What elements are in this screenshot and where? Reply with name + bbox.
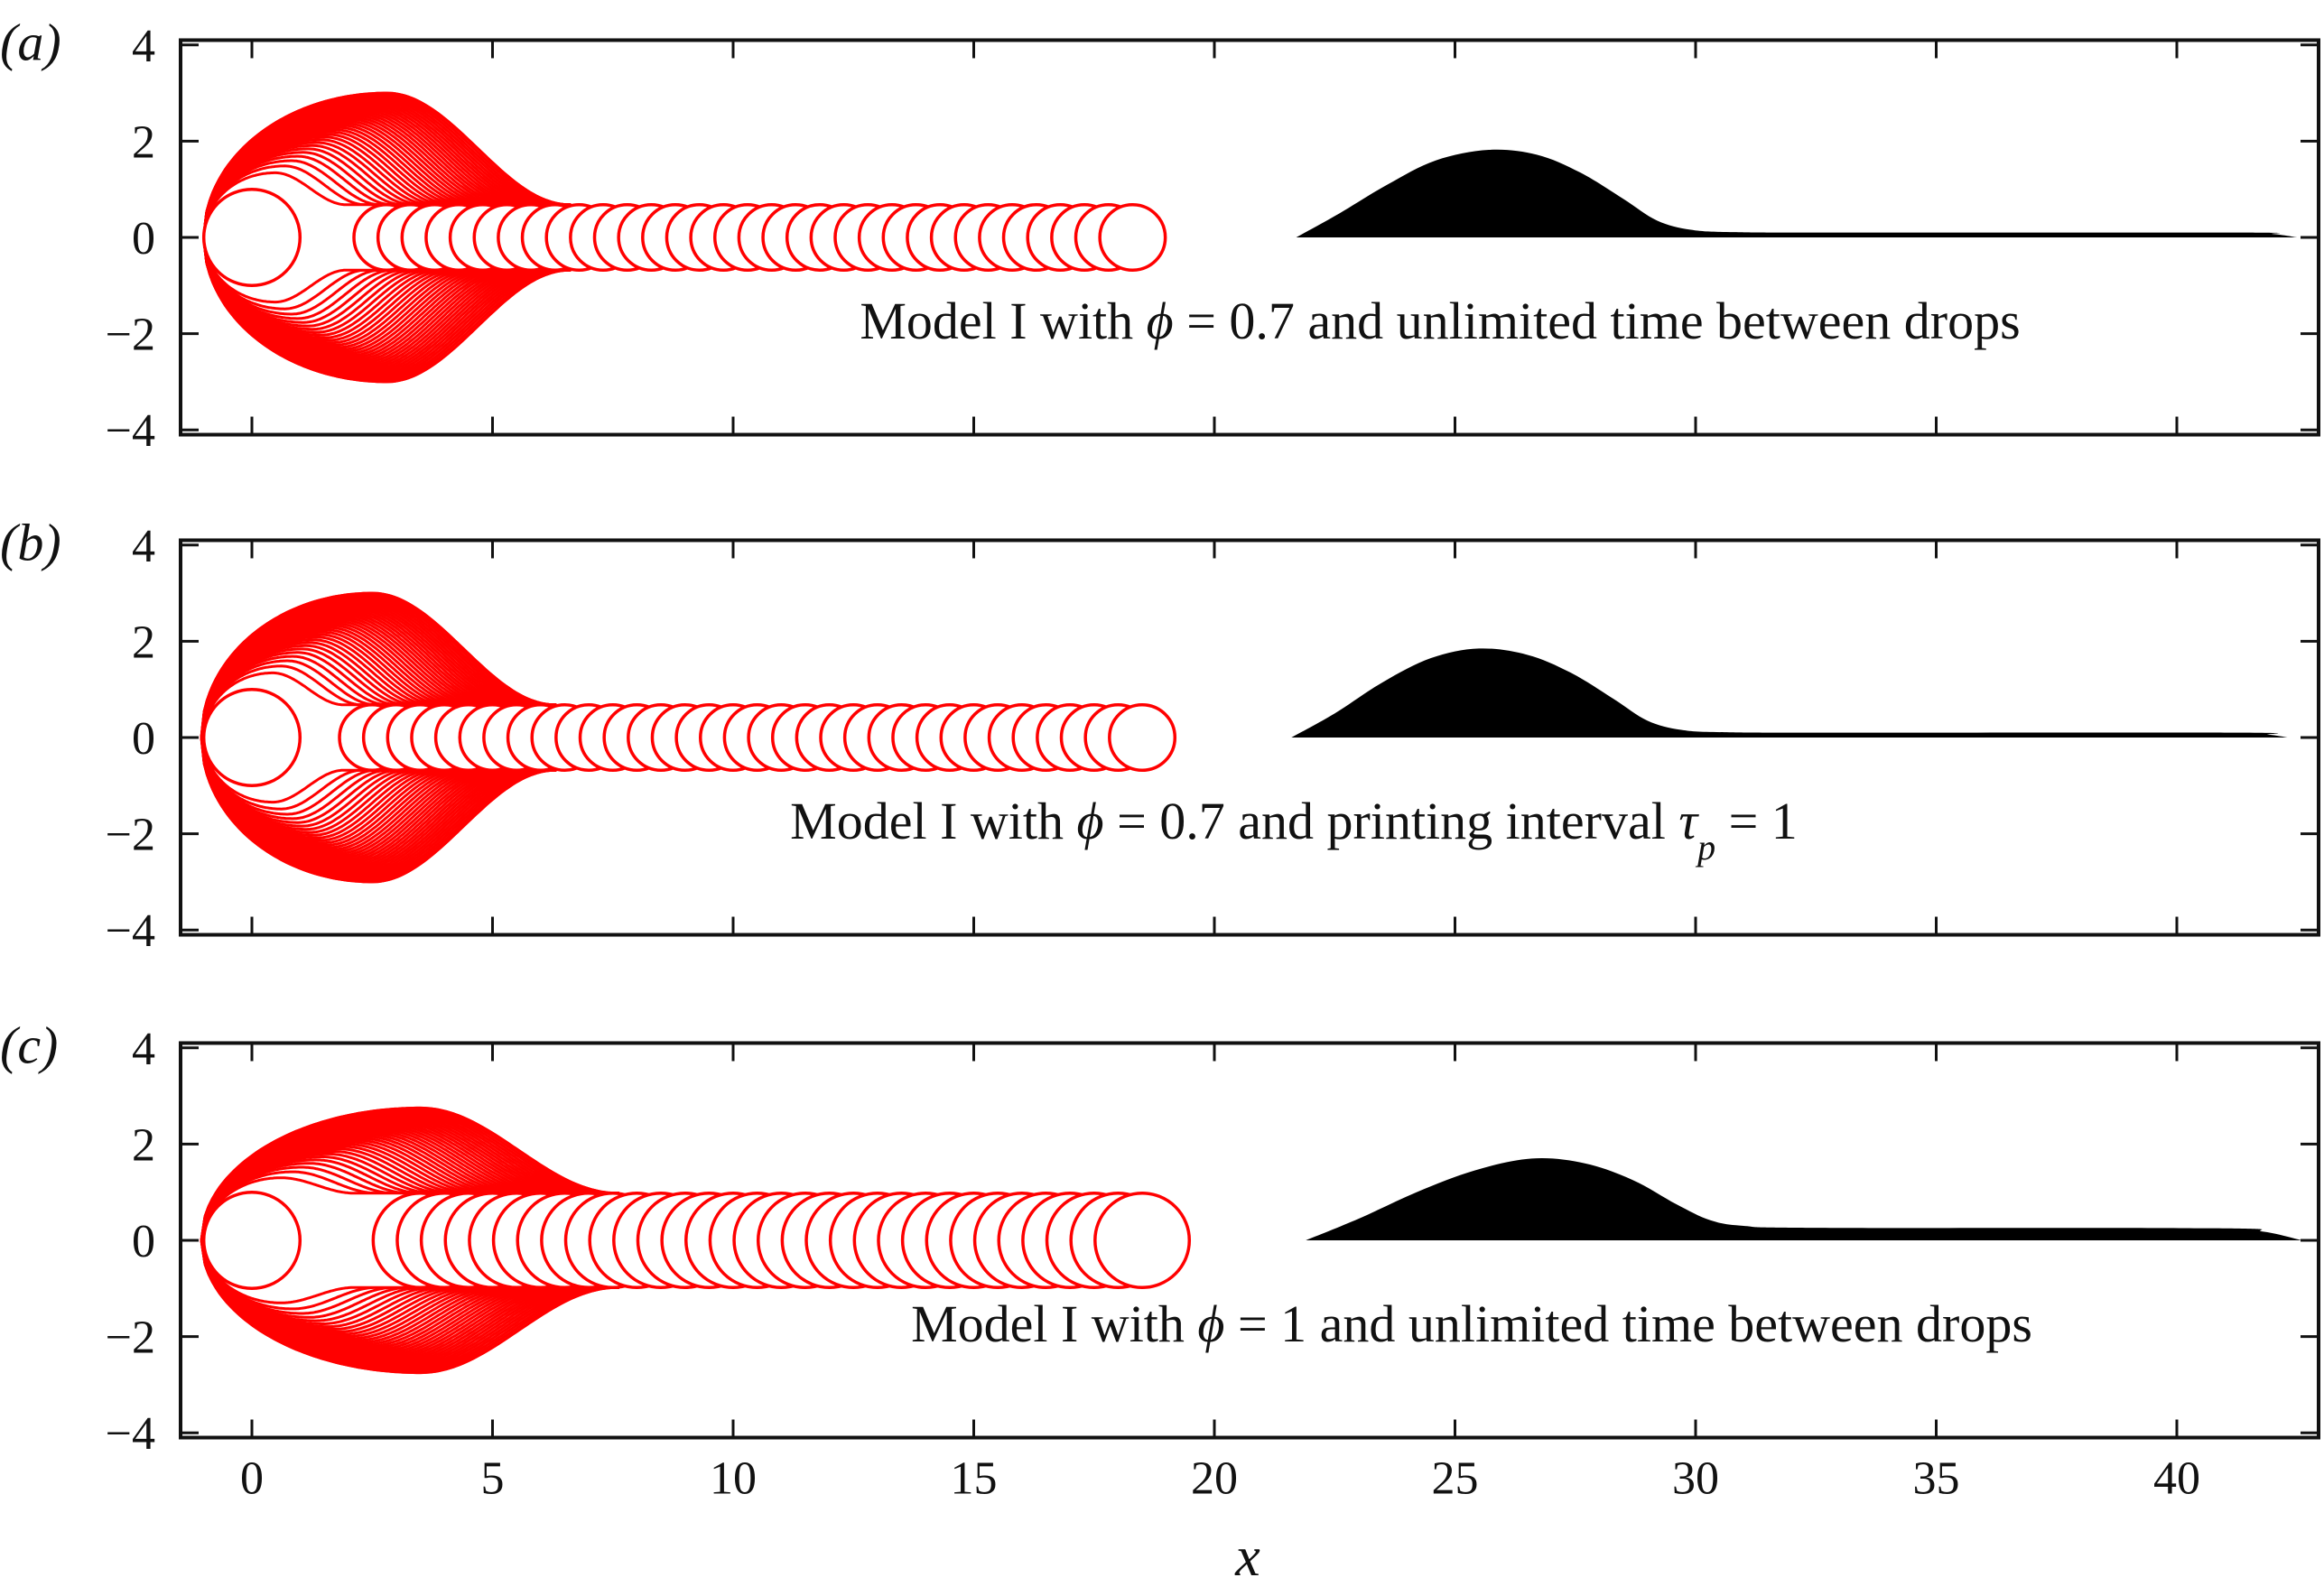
x-tick-label: 30	[1672, 1453, 1719, 1505]
panel-label: (b)	[0, 513, 61, 571]
height-profile	[1296, 149, 2298, 237]
x-tick-label: 5	[481, 1453, 505, 1505]
y-tick-label: 4	[132, 21, 155, 72]
height-profile	[1291, 648, 2288, 738]
plot-area	[200, 1106, 2302, 1375]
y-tick-label: 4	[132, 521, 155, 572]
panel-a: −4 −2 0 2 4 (a) Model I with ϕ = 0.7 and unlim…	[0, 13, 2320, 457]
y-tick-label: −4	[106, 405, 155, 457]
x-tick-label: 0	[240, 1453, 264, 1505]
panel-label: (a)	[0, 13, 61, 71]
annotation-text: = 0.7 and unlimited time between drops	[1174, 292, 2021, 350]
drop-circle	[1108, 703, 1177, 772]
y-tick-label: −4	[106, 905, 155, 957]
first-drop-circle	[201, 687, 302, 788]
x-tick-label: 25	[1432, 1453, 1479, 1505]
height-profile	[1306, 1158, 2302, 1240]
annotation-text: = 1	[1715, 792, 1798, 850]
annotation-text: Model I with	[860, 292, 1146, 350]
panel-annotation: Model I with ϕ = 1 and unlimited time be…	[911, 1294, 2032, 1353]
y-tick-label: 2	[132, 116, 155, 168]
annotation-text: = 1 and unlimited time between drops	[1224, 1294, 2031, 1353]
panel-annotation: Model I with ϕ = 0.7 and unlimited time …	[860, 292, 2020, 350]
x-tick-label: 35	[1913, 1453, 1960, 1505]
annotation-text: = 0.7 and printing interval	[1104, 792, 1679, 850]
first-drop-circle	[201, 1190, 302, 1291]
y-tick-label: 2	[132, 617, 155, 668]
y-tick-label: 4	[132, 1024, 155, 1075]
y-tick-label: −2	[106, 310, 155, 361]
x-tick-label: 10	[710, 1453, 757, 1505]
x-tick-label: 40	[2153, 1453, 2200, 1505]
math-symbol: τ	[1678, 792, 1699, 850]
first-drop-circle	[201, 187, 302, 288]
panel-annotation: Model I with ϕ = 0.7 and printing interv…	[790, 792, 1798, 868]
y-tick-label: 0	[132, 1216, 155, 1267]
y-tick-label: −2	[106, 810, 155, 861]
drop-circle	[1098, 203, 1167, 272]
annotation-text: Model I with	[790, 792, 1076, 850]
y-tick-label: 0	[132, 713, 155, 765]
math-symbol: ϕ	[1147, 292, 1174, 350]
panel-label: (c)	[0, 1016, 58, 1074]
math-symbol: ϕ	[1077, 792, 1104, 850]
x-tick-label: 20	[1191, 1453, 1238, 1505]
panel-c: 0 5 10 15 20 25 30 35 40 −4 −2 0 2 4 (c) Model I with ϕ…	[0, 1016, 2320, 1505]
math-symbol: p	[1695, 826, 1715, 867]
plot-area	[201, 91, 2298, 384]
y-tick-label: −2	[106, 1313, 155, 1364]
x-tick-label: 15	[951, 1453, 998, 1505]
x-axis-label: x	[1234, 1526, 1260, 1588]
y-tick-label: 2	[132, 1119, 155, 1171]
y-tick-label: −4	[106, 1408, 155, 1460]
panel-b: −4 −2 0 2 4 (b) Model I with ϕ = 0.7 and print…	[0, 513, 2320, 957]
drop-circle	[1093, 1192, 1192, 1289]
math-symbol: ϕ	[1197, 1294, 1224, 1353]
y-tick-label: 0	[132, 213, 155, 264]
annotation-text: Model I with	[911, 1294, 1197, 1353]
plot-area	[200, 591, 2288, 884]
